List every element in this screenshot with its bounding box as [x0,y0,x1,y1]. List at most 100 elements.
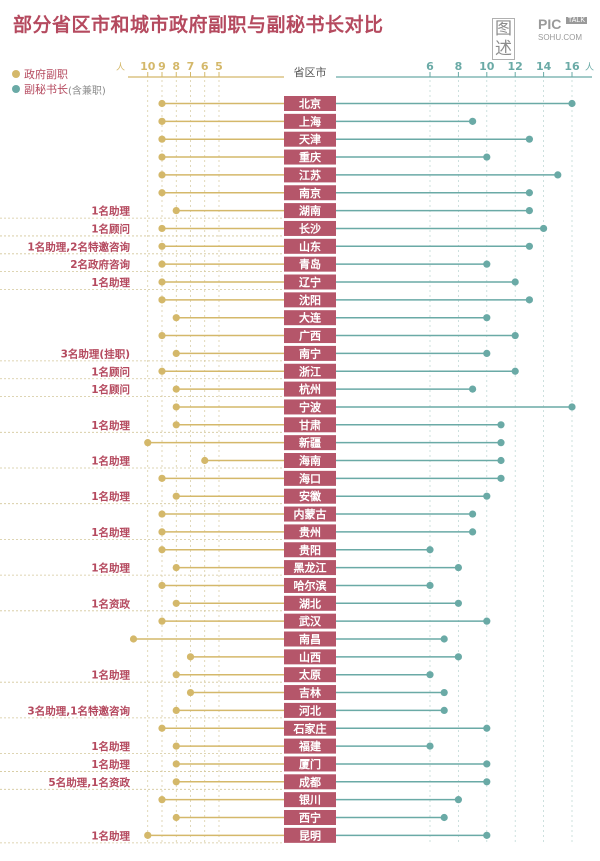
row-note: 1名资政 [91,597,130,610]
sec-dot [497,439,505,447]
city-label-bg [284,131,336,147]
city-label-bg [284,524,336,540]
gov-dot [172,706,180,715]
row-note: 5名助理,1名资政 [48,776,130,789]
sec-dot [483,492,491,500]
city-label: 昆明 [299,829,321,842]
row-note: 1名助理 [91,829,130,842]
gov-dot [172,813,180,822]
city-label: 太原 [298,668,321,682]
sec-dot [454,796,462,804]
city-label: 银川 [299,793,321,807]
city-label: 贵阳 [299,543,321,557]
city-label: 海口 [299,471,321,485]
city-label: 哈尔滨 [294,578,327,592]
city-label-bg [284,417,336,433]
sec-dot [511,331,519,340]
gov-dot [172,671,180,679]
legend-gov-dot-icon [12,70,20,78]
gov-dot [158,796,166,804]
gov-dot [172,564,180,572]
city-label: 重庆 [299,150,321,164]
city-label: 贵州 [299,525,321,539]
gov-dot [172,349,180,357]
city-label: 海南 [299,454,321,468]
city-label: 石家庄 [293,721,327,735]
gov-dot [144,831,152,839]
sec-tick-label: 12 [508,60,523,73]
city-label-bg [284,453,336,468]
sec-dot [454,599,462,607]
gov-dot [201,456,209,465]
city-label: 河北 [299,703,321,717]
gov-dot [158,474,166,482]
city-label: 青岛 [299,257,321,271]
row-note: 1名助理 [91,419,130,432]
city-label: 北京 [299,97,321,111]
city-label: 宁波 [299,400,322,414]
legend-sec-label: 副秘书长 [24,83,68,96]
sec-dot [440,706,448,715]
city-label-bg [284,470,336,486]
gov-dot [172,403,180,411]
gov-dot [172,778,180,786]
gov-dot [158,510,166,518]
city-label-bg [284,399,336,415]
city-label-bg [284,649,336,665]
sec-dot [568,99,576,108]
gov-dot [144,439,152,447]
sec-dot [483,724,491,732]
sec-dot [469,385,477,393]
city-label: 大连 [299,311,322,325]
sec-dot [426,671,434,679]
city-label-bg [284,345,336,361]
sec-dot [540,224,548,233]
sec-dot [483,260,491,268]
gov-dot [158,99,166,108]
gov-dot [158,724,166,732]
city-label-bg [284,685,336,701]
gov-tick-label: 6 [201,60,209,73]
city-label-bg [284,667,336,683]
sec-dot [511,367,519,375]
gov-dot [158,528,166,536]
city-label-bg [284,560,336,576]
gov-dot [158,581,166,590]
sec-dot [440,688,448,697]
sec-dot [469,117,477,125]
city-label: 沈阳 [299,293,321,307]
sec-dot [554,171,562,179]
gov-dot [158,617,166,625]
city-label: 黑龙江 [294,561,327,575]
sec-dot [440,813,448,822]
sec-dot [497,474,505,482]
logo-cn-text: 图述 [492,18,515,60]
sec-dot [426,546,434,554]
legend-sec: 副秘书长 (含兼职) [12,81,106,97]
city-label-bg [284,167,336,183]
gov-dot [158,546,166,554]
row-note: 1名顾问 [91,222,130,235]
row-note: 1名助理 [91,562,130,575]
row-note: 1名助理,2名特邀咨询 [27,240,130,253]
gov-dot [186,688,195,697]
city-label: 内蒙古 [294,507,327,521]
row-note: 1名助理 [91,276,130,289]
row-note: 1名助理 [91,740,130,753]
sec-tick-label: 10 [479,60,495,73]
city-label-bg [284,506,336,522]
city-label-bg [284,488,336,504]
center-header: 省区市 [294,65,327,79]
city-label-bg [284,328,336,344]
sec-dot [525,242,534,250]
gov-dot [158,135,166,143]
legend-gov-label: 政府副职 [24,68,68,81]
sec-dot [483,831,491,839]
city-label: 山东 [299,239,321,253]
gov-dot [158,260,166,268]
logo-pic-text: PIC [538,16,562,32]
gov-dot [186,653,195,661]
city-label: 安徽 [299,489,322,503]
city-label-bg [284,720,336,736]
